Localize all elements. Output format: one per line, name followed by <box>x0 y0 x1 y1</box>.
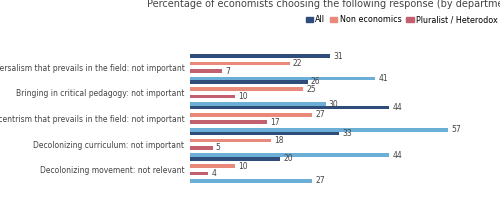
Text: 44: 44 <box>392 151 402 160</box>
Bar <box>190 69 222 73</box>
Bar <box>190 80 308 84</box>
Bar <box>190 87 303 91</box>
Text: 57: 57 <box>451 125 461 134</box>
Bar <box>190 120 267 124</box>
Text: 5: 5 <box>216 143 220 152</box>
Bar <box>190 62 290 66</box>
Bar <box>190 113 312 117</box>
Bar <box>190 128 448 131</box>
Text: 27: 27 <box>316 110 325 119</box>
Bar <box>190 77 376 80</box>
Bar <box>190 157 280 161</box>
Text: 25: 25 <box>306 85 316 94</box>
Text: 10: 10 <box>238 92 248 101</box>
Bar <box>190 172 208 175</box>
Text: 31: 31 <box>334 52 343 61</box>
Text: 20: 20 <box>284 154 294 163</box>
Bar <box>190 164 235 168</box>
Text: 18: 18 <box>274 136 284 145</box>
Bar <box>190 146 212 150</box>
Bar <box>190 154 389 157</box>
Text: 44: 44 <box>392 103 402 112</box>
Bar <box>190 102 326 106</box>
Text: 22: 22 <box>292 59 302 68</box>
Bar <box>190 106 389 109</box>
Text: 33: 33 <box>342 129 352 137</box>
Text: 27: 27 <box>316 176 325 186</box>
Text: 41: 41 <box>378 74 388 83</box>
Text: 10: 10 <box>238 162 248 171</box>
Bar <box>190 131 340 135</box>
Bar <box>190 95 235 99</box>
Text: 30: 30 <box>329 100 338 109</box>
Text: 4: 4 <box>212 169 216 178</box>
Bar <box>190 179 312 183</box>
Bar <box>190 54 330 58</box>
Text: 7: 7 <box>225 67 230 76</box>
Legend: All, Non economics, Pluralist / Heterodox, Mainstream economics: All, Non economics, Pluralist / Heterodo… <box>302 12 500 28</box>
Title: Percentage of economists choosing the following response (by department): Percentage of economists choosing the fo… <box>148 0 500 9</box>
Text: 26: 26 <box>311 77 320 86</box>
Bar <box>190 139 272 142</box>
Text: 17: 17 <box>270 118 280 127</box>
